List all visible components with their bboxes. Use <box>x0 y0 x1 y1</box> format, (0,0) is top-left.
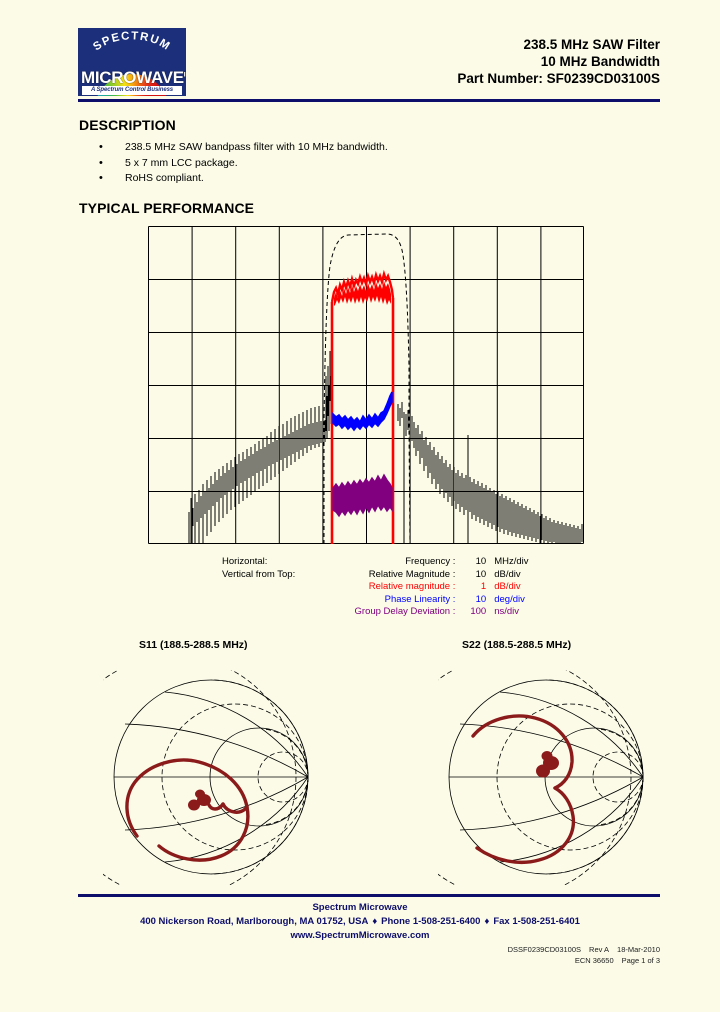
document-title-block: 238.5 MHz SAW Filter 10 MHz Bandwidth Pa… <box>457 36 660 87</box>
logo-tagline: A Spectrum Control Business <box>82 86 182 95</box>
legend-unit: dB/div <box>494 581 521 593</box>
legend-param-label: Group Delay Deviation : <box>354 606 456 618</box>
frequency-response-chart <box>148 226 584 544</box>
logo-inc-text: INC. <box>183 72 186 79</box>
legend-unit: MHz/div <box>494 556 529 567</box>
list-item-label: 238.5 MHz SAW bandpass filter with 10 MH… <box>125 141 388 153</box>
separator-icon: ♦ <box>372 916 378 927</box>
legend-param-label: Frequency : <box>405 556 456 567</box>
legend-value: 1 <box>480 581 487 593</box>
footer-contact-line: 400 Nickerson Road, Marlborough, MA 0175… <box>0 915 720 929</box>
footer-fax: Fax 1-508-251-6401 <box>493 916 580 927</box>
series-relative-magnitude-red <box>330 269 395 544</box>
bullet-icon: • <box>99 141 103 153</box>
list-item: • RoHS compliant. <box>95 171 515 187</box>
table-row: Group Delay Deviation : 100 ns/div <box>222 606 542 619</box>
list-item: • 5 x 7 mm LCC package. <box>95 156 515 172</box>
bullet-icon: • <box>99 156 103 169</box>
footer-divider <box>78 894 660 897</box>
series-phase-linearity <box>332 391 393 432</box>
document-metadata: DSSF0239CD03100S Rev A 18-Mar-2010 ECN 366… <box>0 944 660 966</box>
separator-icon: ♦ <box>484 916 490 927</box>
list-item-label: 5 x 7 mm LCC package. <box>125 156 238 169</box>
s22-chart-title: S22 (188.5-288.5 MHz) <box>462 639 572 651</box>
legend-param-label: Relative Magnitude : <box>368 568 456 580</box>
page-footer: Spectrum Microwave 400 Nickerson Road, M… <box>0 901 720 943</box>
series-relative-magnitude-wide <box>188 351 332 544</box>
doc-number: DSSF0239CD03100S <box>507 945 582 954</box>
series-stopband-right <box>397 402 583 544</box>
footer-website[interactable]: www.SpectrumMicrowave.com <box>290 930 430 941</box>
table-row: Horizontal: Frequency : 10 MHz/div <box>222 556 542 569</box>
footer-company: Spectrum Microwave <box>312 902 408 913</box>
spectrum-microwave-logo: SPECTRUM MICROWAVEINC. A Spectrum Contro… <box>78 28 186 96</box>
legend-param-label: Phase Linearity : <box>384 593 456 605</box>
s11-trace <box>125 758 250 862</box>
chart-legend-table: Horizontal: Frequency : 10 MHz/div Verti… <box>222 556 542 619</box>
bullet-icon: • <box>99 172 103 184</box>
title-line-1: 238.5 MHz SAW Filter <box>523 37 660 52</box>
doc-page: Page 1 of 3 <box>621 956 660 965</box>
title-line-2: 10 MHz Bandwidth <box>540 54 660 69</box>
table-row: Vertical from Top: Relative Magnitude : … <box>222 569 542 582</box>
s22-cluster <box>536 751 559 778</box>
performance-heading: TYPICAL PERFORMANCE <box>79 200 255 216</box>
s22-trace <box>471 714 576 864</box>
legend-value: 10 <box>475 593 487 605</box>
docmeta-line-2: ECN 36650 Page 1 of 3 <box>0 955 660 966</box>
doc-date: 18-Mar-2010 <box>617 945 660 954</box>
doc-ecn: ECN 36650 <box>574 956 614 965</box>
footer-address: 400 Nickerson Road, Marlborough, MA 0175… <box>140 916 369 927</box>
part-number-line: Part Number: SF0239CD03100S <box>457 71 660 86</box>
logo-arc-text: SPECTRUM <box>78 30 186 64</box>
header-divider <box>78 99 660 102</box>
svg-text:SPECTRUM: SPECTRUM <box>91 30 172 53</box>
logo-arc-label: SPECTRUM <box>91 30 171 53</box>
description-bullet-list: • 238.5 MHz SAW bandpass filter with 10 … <box>95 140 515 187</box>
description-heading: DESCRIPTION <box>79 117 176 133</box>
s11-cluster <box>188 789 211 811</box>
s11-chart-title: S11 (188.5-288.5 MHz) <box>139 639 248 651</box>
table-row: Relative magnitude : 1 dB/div <box>222 581 542 594</box>
smith-grid <box>103 670 309 885</box>
legend-unit: ns/div <box>494 606 520 618</box>
page-header: SPECTRUM MICROWAVEINC. A Spectrum Contro… <box>0 0 720 102</box>
footer-phone: Phone 1-508-251-6400 <box>381 916 481 927</box>
legend-unit: deg/div <box>494 593 525 605</box>
logo-wordmark: MICROWAVEINC. <box>81 68 186 88</box>
legend-unit: dB/div <box>494 568 521 580</box>
legend-param-label: Relative magnitude : <box>368 581 456 593</box>
smith-grid <box>438 670 644 885</box>
legend-value: 100 <box>470 606 487 618</box>
legend-axis-label: Horizontal: <box>222 556 268 567</box>
legend-value: 10 <box>475 568 487 580</box>
docmeta-line-1: DSSF0239CD03100S Rev A 18-Mar-2010 <box>0 944 660 955</box>
table-row: Phase Linearity : 10 deg/div <box>222 594 542 607</box>
legend-axis-label: Vertical from Top: <box>222 568 296 580</box>
s11-smith-chart <box>103 670 333 885</box>
series-passband-envelope <box>323 233 411 544</box>
legend-value: 10 <box>475 556 487 567</box>
list-item: • 238.5 MHz SAW bandpass filter with 10 … <box>95 140 515 156</box>
logo-wordmark-text: MICROWAVE <box>81 68 184 87</box>
doc-revision: Rev A <box>589 945 610 954</box>
series-group-delay-deviation <box>332 473 393 518</box>
s22-smith-chart <box>438 670 668 885</box>
list-item-label: RoHS compliant. <box>125 172 204 184</box>
